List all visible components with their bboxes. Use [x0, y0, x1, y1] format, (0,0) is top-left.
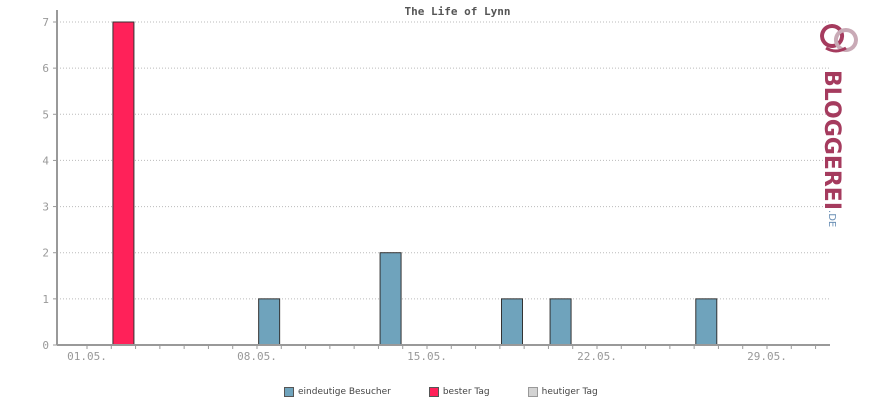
y-tick-label: 3 [42, 201, 49, 214]
y-tick-label: 0 [42, 339, 49, 352]
legend-item-heutiger-tag: heutiger Tag [527, 387, 598, 397]
y-tick-label: 6 [42, 62, 49, 75]
x-tick-label: 29.05. [747, 350, 787, 363]
x-tick-label: 15.05. [407, 350, 447, 363]
bar-eindeutige-besucher [695, 298, 718, 346]
bar-eindeutige-besucher [379, 252, 402, 346]
bar-eindeutige-besucher [549, 298, 572, 346]
legend-label-eindeutige-besucher: eindeutige Besucher [298, 387, 391, 397]
bloggerei-logo-icon [820, 24, 858, 53]
x-tick-label: 08.05. [237, 350, 277, 363]
bloggerei-logo-text: BLOGGEREI.DE [816, 70, 846, 227]
x-tick-label: 22.05. [577, 350, 617, 363]
legend-label-bester-tag: bester Tag [442, 387, 490, 397]
y-tick-label: 4 [42, 154, 49, 167]
legend-item-eindeutige-besucher: eindeutige Besucher [284, 387, 391, 397]
legend-swatch-eindeutige-besucher [284, 387, 294, 397]
chart-title: The Life of Lynn [404, 5, 511, 18]
legend-item-bester-tag: bester Tag [428, 387, 490, 397]
y-tick-label: 5 [42, 108, 49, 121]
x-tick-label: 01.05. [67, 350, 107, 363]
legend-swatch-heutiger-tag [527, 387, 538, 397]
logo-text-suffix: .DE [826, 210, 837, 228]
bar-eindeutige-besucher [258, 298, 281, 346]
y-tick-label: 7 [42, 16, 49, 29]
y-tick-label: 2 [42, 247, 49, 260]
legend-label-heutiger-tag: heutiger Tag [541, 387, 598, 397]
legend-swatch-bester-tag [428, 387, 439, 397]
y-tick-label: 1 [42, 293, 49, 306]
bar-bester-tag [112, 21, 135, 346]
logo-text-main: BLOGGEREI [819, 70, 844, 211]
chart-legend: eindeutige Besucher bester Tag heutiger … [284, 385, 636, 399]
bar-eindeutige-besucher [501, 298, 523, 346]
